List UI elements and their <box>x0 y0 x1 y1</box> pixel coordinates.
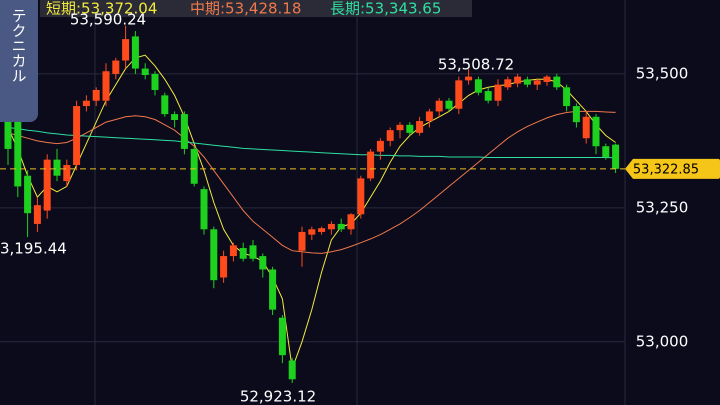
candle-body <box>112 60 120 74</box>
candle-body <box>425 111 433 122</box>
candle-body <box>504 79 512 88</box>
legend-bg <box>40 0 472 17</box>
candle-body <box>318 228 326 232</box>
candle-body <box>200 189 208 230</box>
candle-body <box>298 231 306 251</box>
candle-body <box>53 159 61 176</box>
candle-body <box>582 116 590 139</box>
candle-body <box>229 245 237 257</box>
candle-body <box>24 175 32 214</box>
candle-body <box>63 165 71 182</box>
candle-body <box>602 146 610 157</box>
candle-body <box>533 80 541 85</box>
candle-body <box>396 124 404 131</box>
candle-body <box>190 148 198 184</box>
candle-body <box>494 84 502 101</box>
legend-entry: 短期:53,372.04 <box>46 0 157 18</box>
candle-body <box>92 90 100 101</box>
price-tag <box>625 158 720 179</box>
candle-body <box>367 151 375 179</box>
candle-body <box>4 116 12 149</box>
candle-body <box>278 317 286 356</box>
candle-body <box>337 223 345 230</box>
y-tick-label: 53,500 <box>636 64 689 82</box>
candle-body <box>33 205 41 224</box>
candle-body <box>386 130 394 141</box>
candle-body <box>592 116 600 147</box>
candle-body <box>347 214 355 230</box>
candle-body <box>210 229 218 281</box>
candle-body <box>122 39 130 61</box>
candle-body <box>563 87 571 107</box>
candle-body <box>357 178 365 215</box>
candle-body <box>180 114 188 149</box>
candle-body <box>151 73 159 90</box>
candle-body <box>376 140 384 152</box>
candle-body <box>327 223 335 230</box>
ma-line <box>7 54 616 369</box>
legend-entry: 中期:53,428.18 <box>190 0 301 18</box>
annotation: 52,923.12 <box>240 388 316 405</box>
candle-body <box>288 360 296 380</box>
candle-body <box>572 106 580 123</box>
candle-body <box>416 121 424 133</box>
ma-line <box>7 110 616 254</box>
candle-body <box>102 71 110 101</box>
candle-body <box>465 76 473 81</box>
candle-body <box>14 119 22 187</box>
candle-body <box>239 248 247 259</box>
candle-body <box>455 80 463 109</box>
candle-body <box>523 79 531 85</box>
candle-body <box>43 159 51 211</box>
candle-body <box>484 91 492 101</box>
technical-button[interactable]: テクニカル <box>0 0 38 122</box>
annotation: 53,590.24 <box>70 11 146 29</box>
candle-body <box>435 100 443 112</box>
y-tick-label: 53,250 <box>636 198 689 216</box>
candle-body <box>445 100 453 109</box>
candle-body <box>73 106 81 165</box>
legend-entry: 長期:53,343.65 <box>330 0 441 18</box>
candle-body <box>131 36 139 69</box>
candle-body <box>406 124 414 133</box>
annotation: 3,195.44 <box>0 240 67 258</box>
candle-body <box>553 76 561 88</box>
candle-body <box>220 256 228 278</box>
candle-body <box>141 68 149 75</box>
candle-body <box>612 144 620 169</box>
candle-body <box>82 100 90 107</box>
candle-body <box>249 245 257 259</box>
candle-body <box>259 256 267 270</box>
candle-body <box>514 76 522 84</box>
candle-body <box>171 114 179 120</box>
y-tick-label: 53,000 <box>636 332 689 350</box>
candle-body <box>308 229 316 235</box>
candle-body <box>161 95 169 115</box>
ma-line <box>7 127 616 159</box>
price-tag-label: 53,322.85 <box>633 162 699 177</box>
candle-body <box>269 269 277 310</box>
candle-body <box>474 79 482 93</box>
annotation: 53,508.72 <box>438 56 514 74</box>
candle-body <box>543 76 551 82</box>
